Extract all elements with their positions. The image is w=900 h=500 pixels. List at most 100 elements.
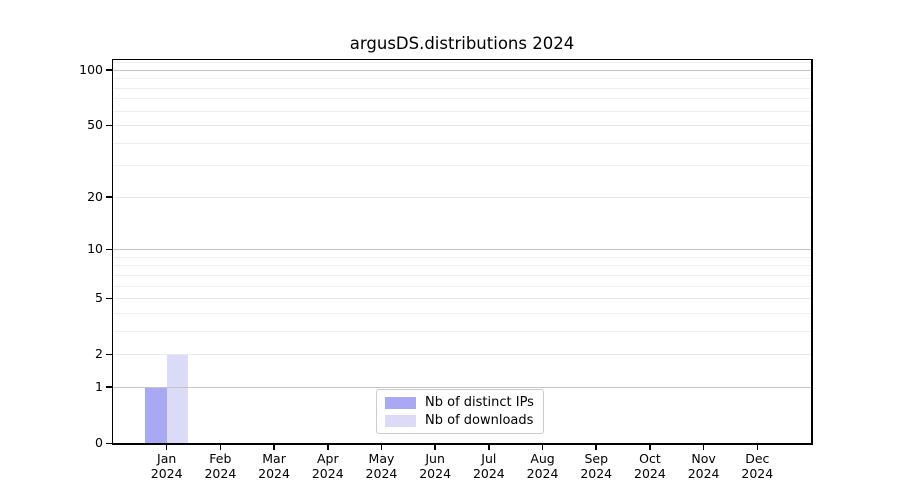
y-tick <box>105 386 112 388</box>
major-gridline <box>113 298 811 300</box>
minor-gridline <box>113 62 811 64</box>
chart-title: argusDS.distributions 2024 <box>349 34 575 53</box>
legend-swatch-distinct-ips <box>385 396 416 409</box>
x-tick <box>327 444 329 450</box>
axis-spine-top <box>111 58 813 60</box>
x-tick-label: Apr 2024 <box>293 451 363 481</box>
y-tick <box>105 297 112 300</box>
y-tick <box>105 442 112 444</box>
y-tick <box>105 196 112 198</box>
plot-area: Nb of distinct IPs Nb of downloads <box>113 60 811 443</box>
y-tick-label: 5 <box>95 290 103 306</box>
minor-gridline <box>113 142 811 144</box>
x-tick-label: May 2024 <box>346 451 416 481</box>
axis-spine-right <box>811 58 813 445</box>
x-tick-year: 2024 <box>580 466 613 481</box>
x-tick-year: 2024 <box>311 466 344 481</box>
x-tick-month: Mar <box>262 451 286 466</box>
y-tick-label: 20 <box>87 188 103 204</box>
x-tick-month: Sep <box>584 451 608 466</box>
x-tick-year: 2024 <box>204 466 237 481</box>
y-tick-label: 50 <box>87 117 103 133</box>
bar-downloads-jan <box>166 354 189 443</box>
minor-gridline <box>113 312 811 314</box>
major-gridline <box>113 249 811 251</box>
x-tick-label: Sep 2024 <box>561 451 631 481</box>
x-tick <box>649 444 651 450</box>
x-tick-label: Oct 2024 <box>615 451 685 481</box>
x-tick-year: 2024 <box>687 466 720 481</box>
minor-gridline <box>113 330 811 332</box>
x-tick-label: Feb 2024 <box>185 451 255 481</box>
x-tick <box>434 444 436 450</box>
x-tick-label: Mar 2024 <box>239 451 309 481</box>
major-gridline <box>113 196 811 198</box>
x-tick-label: Dec 2024 <box>722 451 792 481</box>
y-tick-label: 1 <box>95 378 103 394</box>
x-tick-label: Jul 2024 <box>454 451 524 481</box>
x-tick-year: 2024 <box>150 466 183 481</box>
minor-gridline <box>113 165 811 167</box>
x-tick-month: Feb <box>209 451 232 466</box>
x-tick <box>488 444 490 450</box>
x-tick <box>380 444 383 450</box>
x-tick-month: Oct <box>639 451 661 466</box>
x-tick-year: 2024 <box>365 466 398 481</box>
legend-item-distinct-ips: Nb of distinct IPs <box>385 395 534 410</box>
minor-gridline <box>113 110 811 112</box>
legend-label-downloads: Nb of downloads <box>425 413 534 428</box>
minor-gridline <box>113 274 811 276</box>
y-tick <box>105 248 112 251</box>
legend-label-distinct-ips: Nb of distinct IPs <box>425 395 534 410</box>
y-tick <box>105 353 112 356</box>
y-tick-label: 10 <box>87 241 103 257</box>
major-gridline <box>113 354 811 356</box>
major-gridline <box>113 69 811 71</box>
x-tick-label: Jan 2024 <box>132 451 202 481</box>
minor-gridline <box>113 78 811 80</box>
y-tick-label: 2 <box>95 346 103 362</box>
x-tick <box>541 444 544 450</box>
x-tick <box>756 444 759 450</box>
major-gridline <box>113 386 811 388</box>
x-tick-month: Apr <box>316 451 339 466</box>
x-tick <box>219 444 222 450</box>
x-tick-month: Aug <box>530 451 555 466</box>
x-tick-label: Nov 2024 <box>669 451 739 481</box>
x-tick-year: 2024 <box>472 466 505 481</box>
x-tick <box>702 444 705 450</box>
x-tick-year: 2024 <box>258 466 290 481</box>
x-tick <box>165 444 168 450</box>
x-tick-month: Dec <box>745 451 770 466</box>
x-tick-year: 2024 <box>741 466 774 481</box>
legend-swatch-downloads <box>385 414 416 427</box>
x-tick-month: Jun <box>425 451 445 466</box>
x-tick-label: Aug 2024 <box>508 451 578 481</box>
minor-gridline <box>113 87 811 89</box>
x-tick <box>595 444 597 450</box>
x-tick-month: Jul <box>481 451 497 466</box>
x-tick <box>273 444 275 450</box>
x-tick-month: Jan <box>157 451 177 466</box>
y-tick-label: 0 <box>95 435 103 450</box>
x-tick-label: Jun 2024 <box>400 451 470 481</box>
x-tick-month: May <box>368 451 395 466</box>
minor-gridline <box>113 285 811 287</box>
x-tick-year: 2024 <box>419 466 452 481</box>
bar-distinct-ips-jan <box>145 386 167 443</box>
x-tick-month: Nov <box>691 451 716 466</box>
axis-spine-bottom <box>111 443 813 445</box>
axis-spine-left <box>111 58 113 445</box>
minor-gridline <box>113 98 811 100</box>
minor-gridline <box>113 265 811 267</box>
x-tick-year: 2024 <box>634 466 666 481</box>
y-tick <box>105 124 112 127</box>
legend-item-downloads: Nb of downloads <box>385 413 534 428</box>
y-tick-label: 100 <box>79 61 103 77</box>
minor-gridline <box>113 256 811 258</box>
x-tick-year: 2024 <box>526 466 559 481</box>
y-tick <box>105 69 112 71</box>
major-gridline <box>113 125 811 127</box>
legend: Nb of distinct IPs Nb of downloads <box>376 389 544 434</box>
